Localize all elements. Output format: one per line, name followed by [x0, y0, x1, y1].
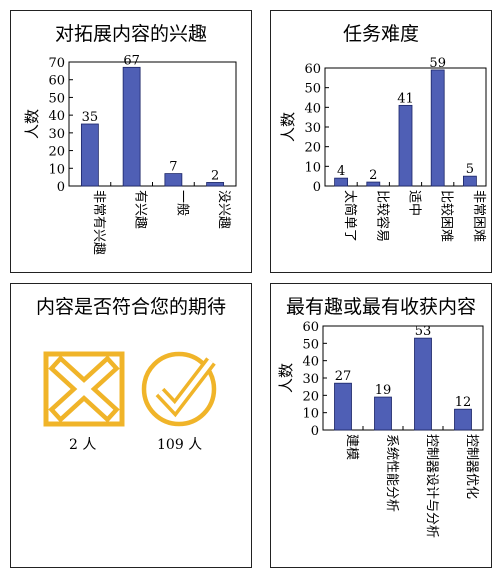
y-tick-label: 10	[302, 407, 319, 422]
bar	[398, 104, 413, 187]
bar-chart-interest: 0 10 20 30 40 50 60 70 人数 35 非常有兴趣 67 有兴趣 7 一般 2 没兴趣	[23, 53, 237, 255]
cross-box-icon	[43, 351, 125, 427]
y-tick-label: 20	[48, 145, 65, 160]
x-tick-label: 没兴趣	[216, 190, 231, 229]
bar-chart-favorite: 0 10 20 30 40 50 60 人数 27 建模 19 系统性能分析 53 控制器设计与分析 12 控…	[277, 320, 484, 538]
data-label: 53	[415, 324, 432, 339]
data-label: 12	[455, 395, 472, 410]
data-label: 35	[82, 110, 99, 125]
data-label: 2	[369, 168, 377, 183]
x-tick-label: 比较困难	[439, 190, 454, 242]
expectation-icons	[43, 351, 217, 427]
y-tick-label: 30	[304, 121, 321, 136]
y-tick-label: 60	[304, 62, 321, 77]
chart-panel-difficulty: 任务难度 0 10 20 30 40 50 60 人数 4 太简单了 2 比较容易 41 适中 59 比较困难…	[270, 10, 492, 273]
chart-panel-interest: 对拓展内容的兴趣 0 10 20 30 40 50 60 70 人数 35 非常有兴趣 67 有兴趣 7 一…	[10, 10, 252, 273]
data-label: 7	[169, 160, 177, 175]
data-label: 4	[337, 164, 345, 179]
y-tick-label: 20	[302, 389, 319, 404]
bar	[430, 69, 445, 187]
y-tick-label: 60	[48, 74, 65, 89]
chart-title: 任务难度	[342, 23, 419, 45]
chart-title: 内容是否符合您的期待	[35, 296, 226, 318]
expectation-panel: 内容是否符合您的期待 2 人 109 人	[10, 283, 252, 568]
y-tick-label: 20	[304, 141, 321, 156]
y-tick-label: 40	[302, 355, 319, 370]
bar	[334, 177, 348, 187]
y-tick-label: 50	[302, 337, 319, 352]
bar	[462, 175, 477, 187]
bar	[206, 182, 225, 187]
bar	[122, 66, 141, 187]
data-label: 59	[429, 56, 446, 71]
y-tick-label: 30	[48, 127, 65, 142]
y-tick-label: 30	[302, 372, 319, 387]
x-tick-label: 控制器设计与分析	[424, 434, 439, 538]
data-label: 67	[123, 53, 140, 68]
check-circle-icon	[141, 351, 217, 427]
bar	[454, 408, 472, 431]
y-tick-label: 70	[48, 56, 65, 71]
x-tick-label: 建模	[344, 434, 359, 460]
chart-title: 对拓展内容的兴趣	[54, 23, 207, 45]
y-axis-label: 人数	[279, 112, 297, 142]
bar	[164, 173, 183, 187]
x-tick-label: 非常困难	[471, 190, 486, 242]
bar	[80, 123, 99, 187]
y-axis-label: 人数	[277, 363, 295, 393]
bar	[414, 337, 432, 431]
y-tick-label: 0	[311, 424, 319, 439]
chart-title: 最有趣或最有收获内容	[285, 296, 476, 318]
y-tick-label: 50	[304, 82, 321, 97]
y-tick-label: 50	[48, 91, 65, 106]
y-tick-label: 10	[304, 160, 321, 175]
x-tick-label: 太简单了	[342, 190, 358, 242]
chart-panel-favorite: 最有趣或最有收获内容 0 10 20 30 40 50 60 人数 27 建模 19 系统性能分析 53…	[270, 283, 492, 568]
x-tick-label: 比较容易	[374, 190, 390, 242]
y-tick-label: 60	[302, 320, 319, 335]
y-tick-label: 10	[48, 162, 65, 177]
y-tick-label: 0	[313, 180, 321, 195]
bar	[374, 396, 392, 431]
met-count: 109 人	[157, 437, 203, 453]
not-met-count: 2 人	[69, 437, 97, 453]
data-label: 5	[466, 162, 474, 177]
x-tick-label: 有兴趣	[133, 190, 148, 229]
data-label: 2	[211, 168, 219, 183]
y-tick-label: 0	[57, 180, 65, 195]
x-tick-label: 适中	[407, 190, 422, 216]
data-label: 27	[335, 369, 352, 384]
bar-chart-difficulty: 0 10 20 30 40 50 60 人数 4 太简单了 2 比较容易 41 适中 59 比较困难 5 非常困难	[279, 56, 487, 242]
bar	[366, 181, 381, 187]
x-tick-label: 一般	[174, 190, 190, 216]
x-tick-label: 系统性能分析	[384, 434, 399, 512]
y-axis-label: 人数	[23, 109, 41, 139]
bar	[334, 382, 352, 431]
y-tick-label: 40	[304, 101, 321, 116]
data-label: 41	[397, 91, 414, 106]
y-tick-label: 40	[48, 109, 65, 124]
x-tick-label: 非常有兴趣	[91, 190, 106, 255]
x-tick-label: 控制器优化	[464, 434, 479, 499]
data-label: 19	[375, 383, 392, 398]
